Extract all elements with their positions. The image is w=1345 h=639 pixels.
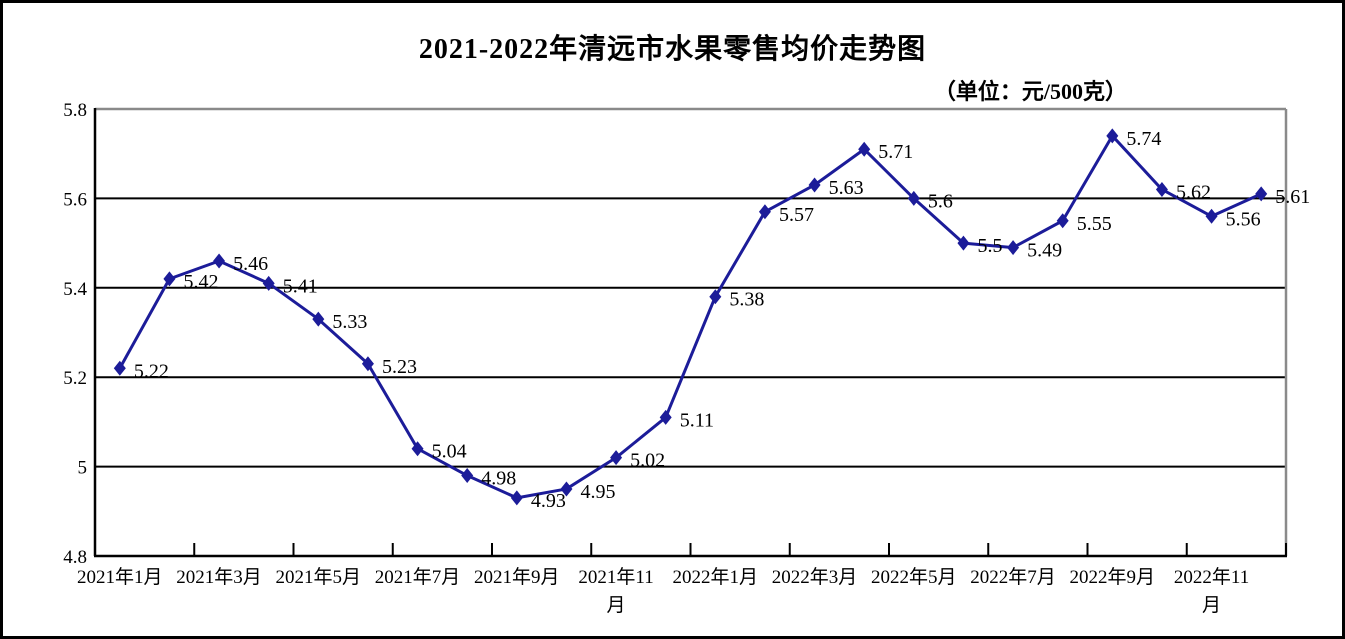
data-point-label: 5.46 bbox=[233, 253, 268, 275]
data-point-marker bbox=[808, 177, 821, 193]
data-point-label: 5.62 bbox=[1176, 181, 1211, 203]
data-point-label: 5.02 bbox=[630, 450, 665, 472]
y-tick-label: 5.4 bbox=[63, 279, 87, 300]
data-point-label: 4.98 bbox=[481, 468, 516, 490]
data-point-label: 5.11 bbox=[680, 409, 714, 431]
data-point-label: 5.23 bbox=[382, 356, 417, 378]
data-point-marker bbox=[461, 468, 474, 484]
x-tick-label: 2021年3月 bbox=[176, 566, 262, 588]
data-point-label: 5.56 bbox=[1226, 208, 1261, 230]
data-point-marker bbox=[262, 275, 275, 291]
data-point-label: 5.61 bbox=[1275, 186, 1310, 208]
data-point-label: 5.57 bbox=[779, 204, 814, 226]
data-point-marker bbox=[361, 356, 374, 372]
x-tick-label: 2022年5月 bbox=[871, 566, 957, 588]
data-point-marker bbox=[163, 271, 176, 287]
data-point-marker bbox=[1056, 213, 1069, 229]
data-point-label: 5.63 bbox=[829, 177, 864, 199]
data-point-label: 4.93 bbox=[531, 490, 566, 512]
data-point-marker bbox=[709, 289, 722, 305]
data-point-marker bbox=[113, 360, 126, 376]
data-point-marker bbox=[1007, 240, 1020, 256]
data-point-marker bbox=[1255, 186, 1268, 202]
chart-title: 2021-2022年清远市水果零售均价走势图 bbox=[418, 34, 927, 65]
x-tick-label: 2021年11 月 bbox=[578, 566, 653, 616]
y-tick-label: 5.8 bbox=[63, 100, 87, 121]
data-point-label: 5.49 bbox=[1027, 240, 1062, 262]
data-point-label: 5.71 bbox=[878, 141, 913, 163]
data-point-label: 5.41 bbox=[283, 275, 318, 297]
data-point-marker bbox=[1106, 128, 1119, 144]
data-point-label: 5.22 bbox=[134, 360, 169, 382]
y-tick-label: 5.6 bbox=[63, 189, 87, 210]
data-point-marker bbox=[957, 235, 970, 251]
x-tick-label: 2021年1月 bbox=[77, 566, 163, 588]
x-tick-label: 2022年7月 bbox=[970, 566, 1056, 588]
x-tick-label: 2022年9月 bbox=[1070, 566, 1156, 588]
data-point-marker bbox=[1155, 181, 1168, 197]
price-line bbox=[118, 134, 1263, 500]
x-tick-label: 2021年9月 bbox=[474, 566, 560, 588]
data-point-marker bbox=[758, 204, 771, 220]
data-point-marker bbox=[213, 253, 226, 269]
x-tick-label: 2022年11 月 bbox=[1174, 566, 1249, 616]
y-tick-label: 4.8 bbox=[63, 547, 87, 568]
data-point-marker bbox=[858, 141, 871, 157]
data-point-label: 4.95 bbox=[580, 481, 615, 503]
data-point-marker bbox=[312, 311, 325, 327]
data-point-label: 5.74 bbox=[1126, 128, 1161, 150]
data-point-marker bbox=[659, 409, 672, 425]
data-point-marker bbox=[560, 481, 573, 497]
data-point-marker bbox=[411, 441, 424, 457]
data-point-marker bbox=[610, 450, 623, 466]
unit-label: （单位：元/500克） bbox=[933, 79, 1127, 104]
data-point-marker bbox=[1205, 208, 1218, 224]
data-point-label: 5.5 bbox=[977, 235, 1002, 257]
y-tick-label: 5.2 bbox=[63, 368, 87, 389]
x-tick-label: 2022年3月 bbox=[772, 566, 858, 588]
data-point-label: 5.04 bbox=[432, 441, 467, 463]
data-point-marker bbox=[907, 190, 920, 206]
x-tick-label: 2022年1月 bbox=[673, 566, 759, 588]
y-tick-label: 5 bbox=[78, 458, 88, 479]
x-tick-label: 2021年5月 bbox=[276, 566, 362, 588]
data-point-label: 5.38 bbox=[729, 289, 764, 311]
data-point-label: 5.6 bbox=[928, 190, 953, 212]
data-point-label: 5.33 bbox=[332, 311, 367, 333]
x-tick-label: 2021年7月 bbox=[375, 566, 461, 588]
data-point-label: 5.42 bbox=[183, 271, 218, 293]
data-point-label: 5.55 bbox=[1077, 213, 1112, 235]
data-point-marker bbox=[510, 490, 523, 506]
